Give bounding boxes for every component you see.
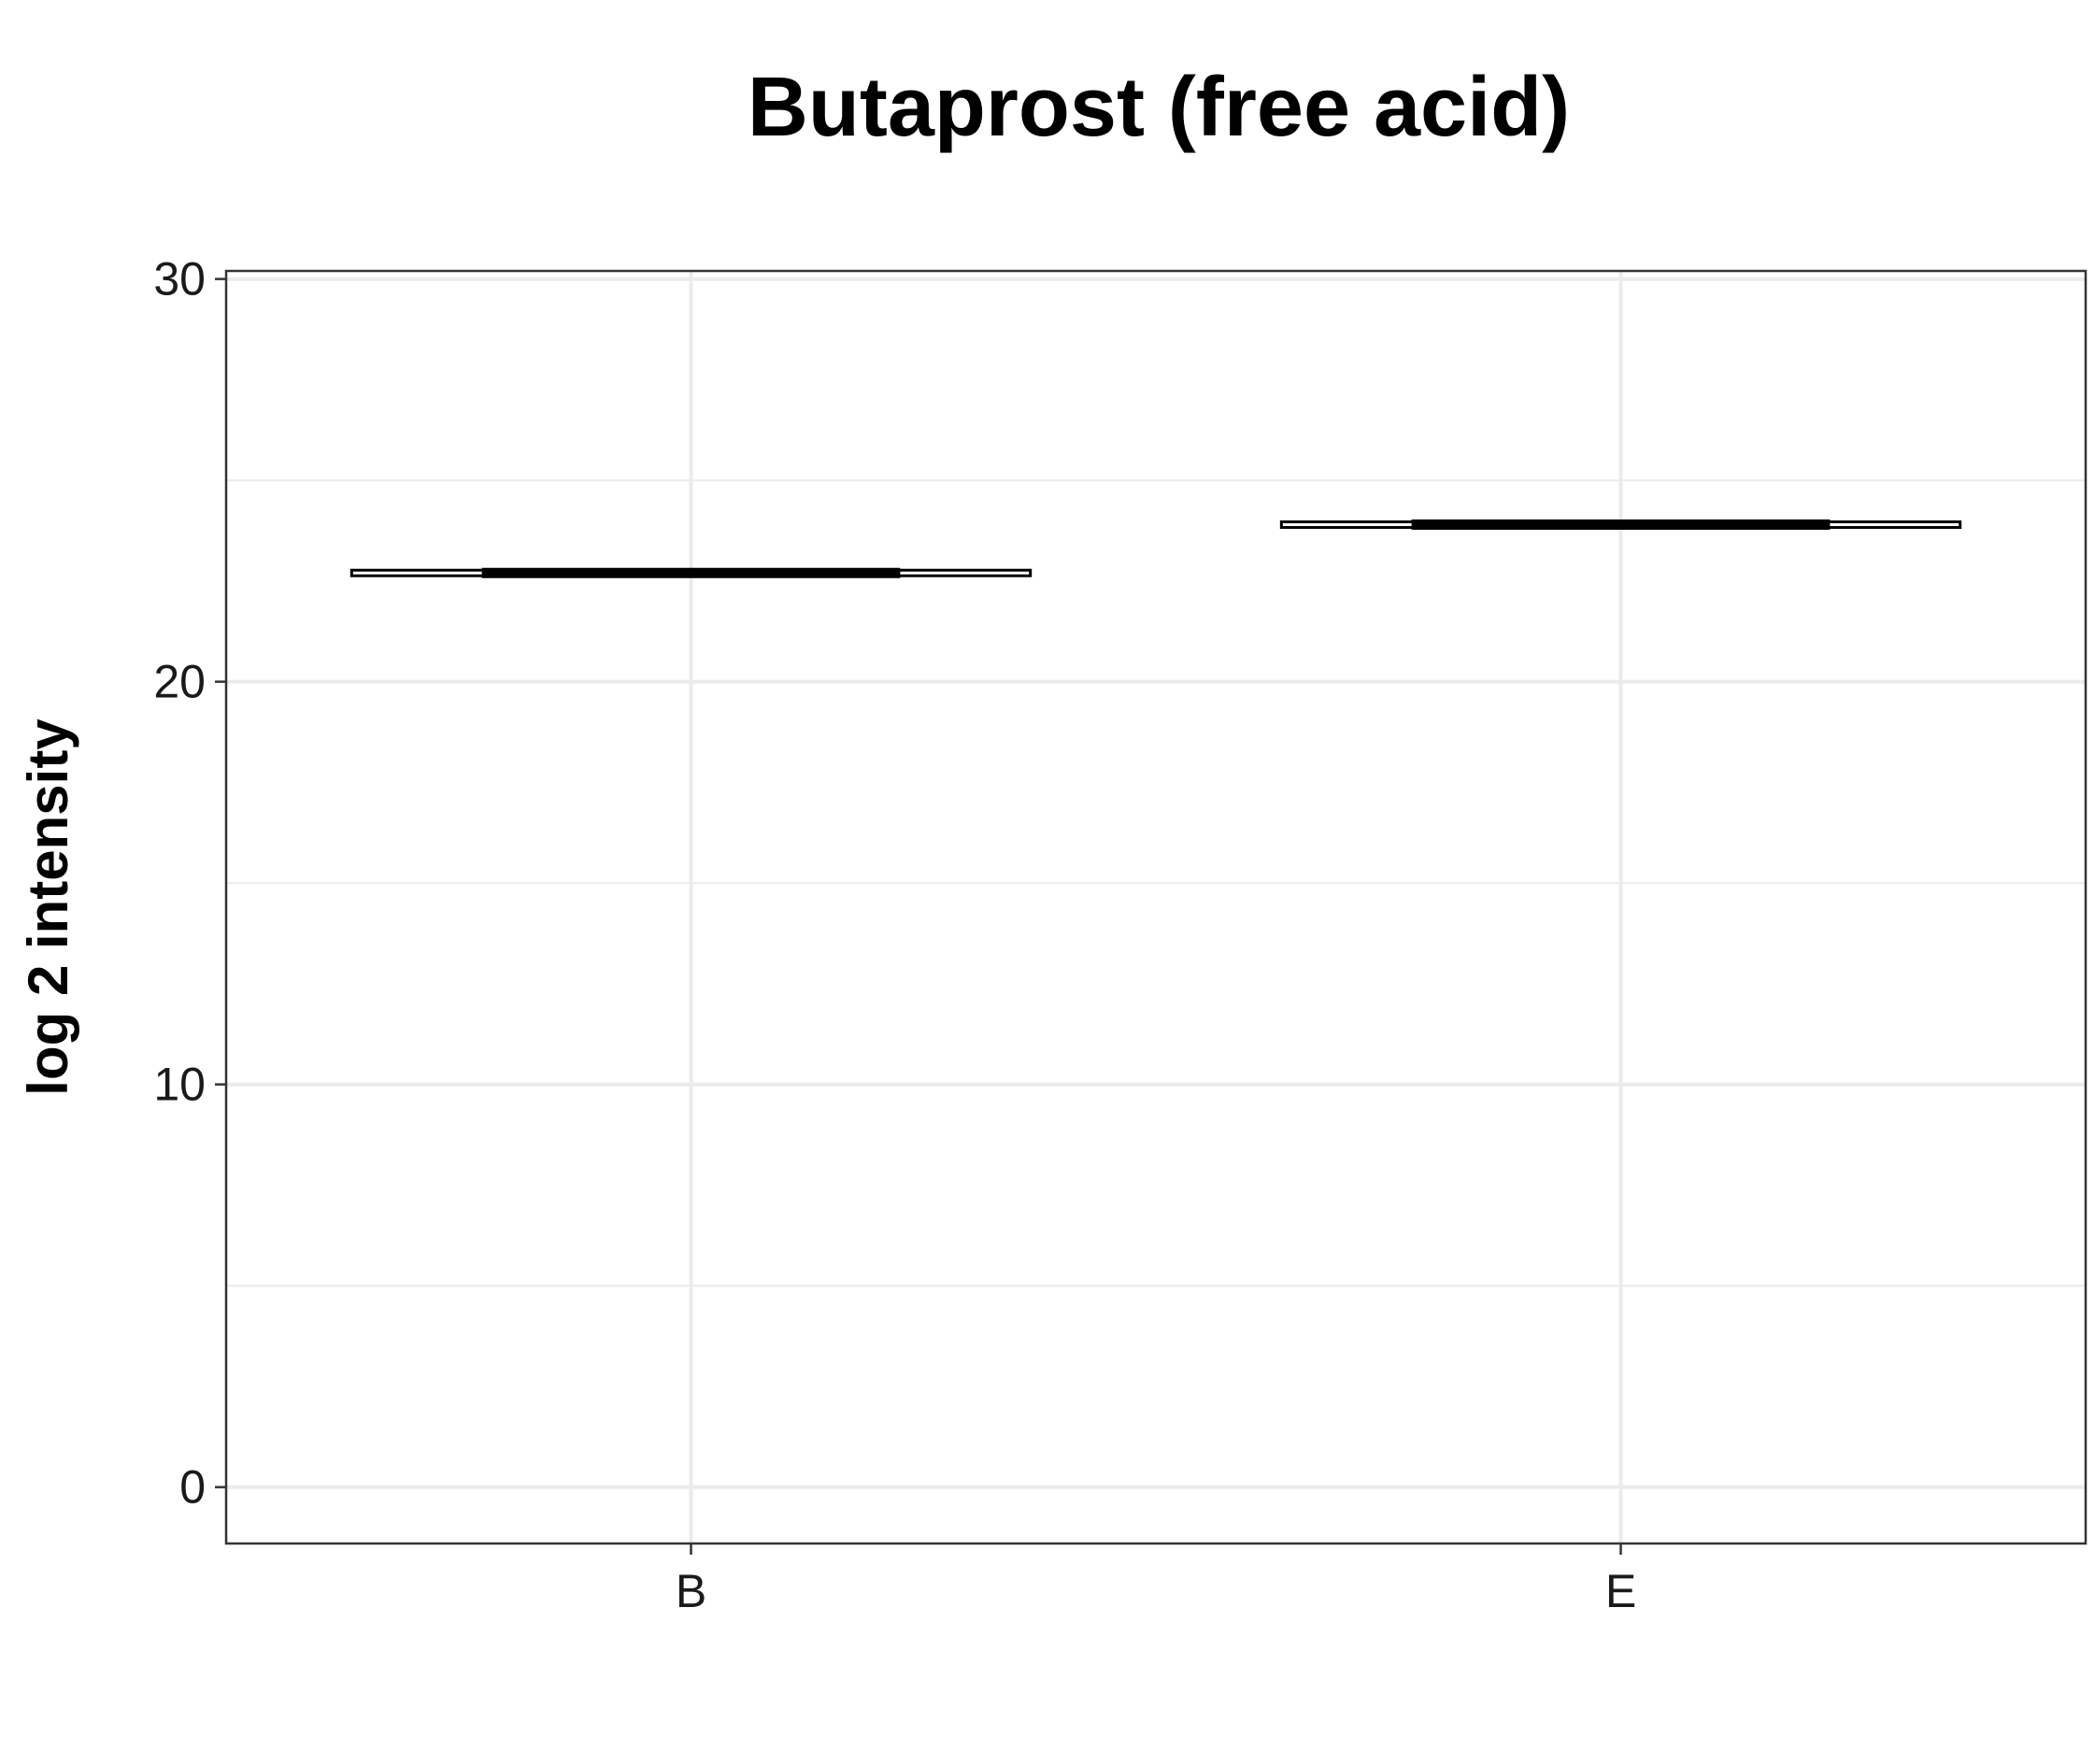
box-B bbox=[349, 567, 1033, 578]
y-tick-label: 30 bbox=[153, 253, 206, 306]
box-E bbox=[1279, 519, 1962, 531]
panel-border bbox=[224, 269, 2088, 1545]
x-tick-label: B bbox=[676, 1565, 706, 1617]
chart-title: Butaprost (free acid) bbox=[748, 61, 1570, 154]
box-layer bbox=[349, 519, 1962, 578]
y-axis: 0 10 20 30 bbox=[153, 253, 226, 1514]
y-tick-label: 10 bbox=[153, 1059, 206, 1111]
grid-lines bbox=[226, 271, 2086, 1544]
y-tick-label: 20 bbox=[153, 656, 206, 708]
y-tick-label: 0 bbox=[179, 1461, 206, 1514]
x-tick-label: E bbox=[1605, 1565, 1636, 1617]
y-axis-title: log 2 intensity bbox=[17, 718, 79, 1096]
